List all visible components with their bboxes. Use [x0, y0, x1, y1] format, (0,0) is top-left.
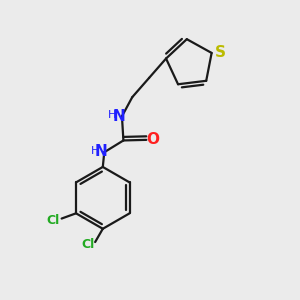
Text: O: O: [146, 132, 159, 147]
Text: H: H: [108, 110, 117, 120]
Text: N: N: [95, 144, 108, 159]
Text: N: N: [112, 109, 125, 124]
Text: Cl: Cl: [81, 238, 94, 251]
Text: H: H: [91, 146, 99, 156]
Text: S: S: [214, 45, 225, 60]
Text: Cl: Cl: [47, 214, 60, 226]
